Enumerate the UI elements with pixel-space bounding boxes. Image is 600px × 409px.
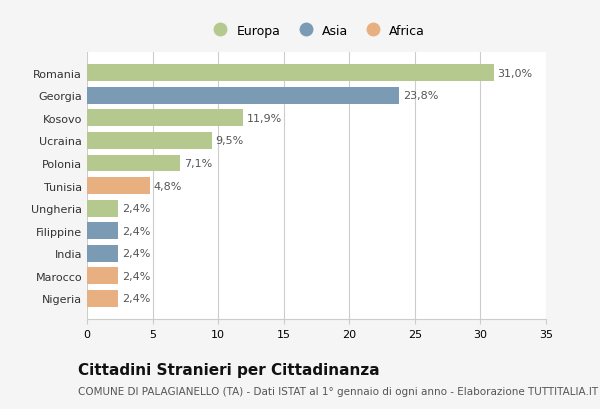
Text: 7,1%: 7,1% — [184, 159, 212, 169]
Bar — [87, 110, 243, 127]
Bar — [87, 155, 180, 172]
Text: Cittadini Stranieri per Cittadinanza: Cittadini Stranieri per Cittadinanza — [78, 362, 380, 377]
Bar — [87, 178, 150, 195]
Text: COMUNE DI PALAGIANELLO (TA) - Dati ISTAT al 1° gennaio di ogni anno - Elaborazio: COMUNE DI PALAGIANELLO (TA) - Dati ISTAT… — [78, 387, 598, 396]
Text: 31,0%: 31,0% — [497, 69, 533, 79]
Text: 23,8%: 23,8% — [403, 91, 439, 101]
Text: 2,4%: 2,4% — [122, 204, 151, 213]
Text: 2,4%: 2,4% — [122, 226, 151, 236]
Bar — [87, 88, 399, 105]
Text: 2,4%: 2,4% — [122, 249, 151, 258]
Bar — [87, 290, 118, 307]
Bar — [87, 133, 212, 150]
Text: 4,8%: 4,8% — [154, 181, 182, 191]
Bar — [87, 200, 118, 217]
Legend: Europa, Asia, Africa: Europa, Asia, Africa — [203, 20, 430, 43]
Text: 2,4%: 2,4% — [122, 294, 151, 303]
Text: 9,5%: 9,5% — [215, 136, 244, 146]
Text: 11,9%: 11,9% — [247, 114, 282, 124]
Bar — [87, 65, 494, 82]
Bar — [87, 222, 118, 240]
Bar — [87, 267, 118, 284]
Bar — [87, 245, 118, 262]
Text: 2,4%: 2,4% — [122, 271, 151, 281]
